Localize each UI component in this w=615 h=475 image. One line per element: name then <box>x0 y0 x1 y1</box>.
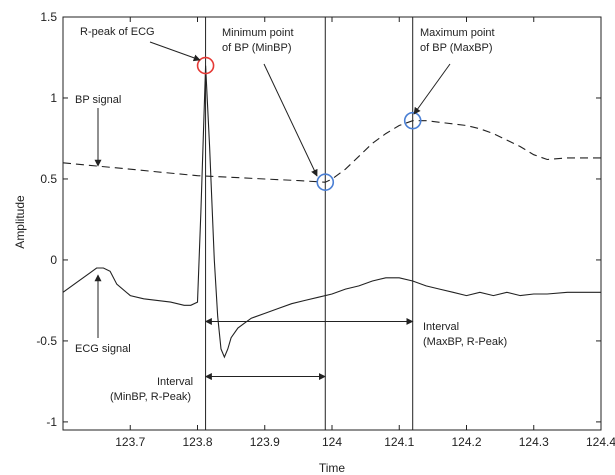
x-axis: 123.7 123.8 123.9 124 124.1 124.2 124.3 124.4 <box>115 17 615 449</box>
x-tick-label: 123.8 <box>182 435 212 449</box>
y-tick-label: 0.5 <box>40 172 57 186</box>
x-tick-label: 123.7 <box>115 435 145 449</box>
minimum-point-of-bp-minbp-marker <box>316 173 335 191</box>
y-tick-label: -1 <box>46 415 57 429</box>
x-tick-label: 124.2 <box>451 435 481 449</box>
y-axis: -1 -0.5 0 0.5 1 1.5 <box>36 10 601 429</box>
x-axis-title: Time <box>319 461 346 475</box>
maximum-point-of-bp-maxbp-marker <box>403 111 422 130</box>
y-tick-label: 0 <box>50 253 57 267</box>
x-tick-label: 124.1 <box>384 435 414 449</box>
min-bp-callout-arrow <box>263 63 318 177</box>
r-peak-callout-arrow <box>149 41 201 62</box>
plot-frame <box>62 16 602 431</box>
r-peak-annotation: R-peak of ECG <box>80 26 155 38</box>
min-bp-annotation-line2: of BP (MinBP) <box>222 42 292 54</box>
interval-arrows <box>204 317 414 381</box>
interval-max-annotation-line1: Interval <box>423 321 459 333</box>
interval-min-annotation-line1: Interval <box>157 376 193 388</box>
r-peak-of-ecg-marker <box>196 56 215 75</box>
max-bp-annotation-line1: Maximum point <box>420 27 495 39</box>
point-markers <box>196 56 422 191</box>
y-tick-label: -0.5 <box>36 334 57 348</box>
ecg-signal-annotation: ECG signal <box>75 343 131 355</box>
x-tick-label: 123.9 <box>250 435 280 449</box>
vertical-markers <box>205 17 414 430</box>
x-tick-label: 124.4 <box>586 435 615 449</box>
interval-min-annotation-line2: (MinBP, R-Peak) <box>110 391 191 403</box>
y-tick-label: 1.5 <box>40 10 57 24</box>
max-bp-callout-arrow <box>413 63 451 115</box>
x-tick-label: 124.3 <box>519 435 549 449</box>
max-bp-annotation-line2: of BP (MaxBP) <box>420 42 493 54</box>
bp-signal-line <box>62 120 601 183</box>
y-tick-label: 1 <box>50 91 57 105</box>
bp-signal-annotation: BP signal <box>75 94 121 106</box>
y-axis-title: Amplitude <box>13 195 27 249</box>
x-tick-label: 124 <box>322 435 342 449</box>
interval-max-annotation-line2: (MaxBP, R-Peak) <box>423 336 507 348</box>
min-bp-annotation-line1: Minimum point <box>222 27 294 39</box>
